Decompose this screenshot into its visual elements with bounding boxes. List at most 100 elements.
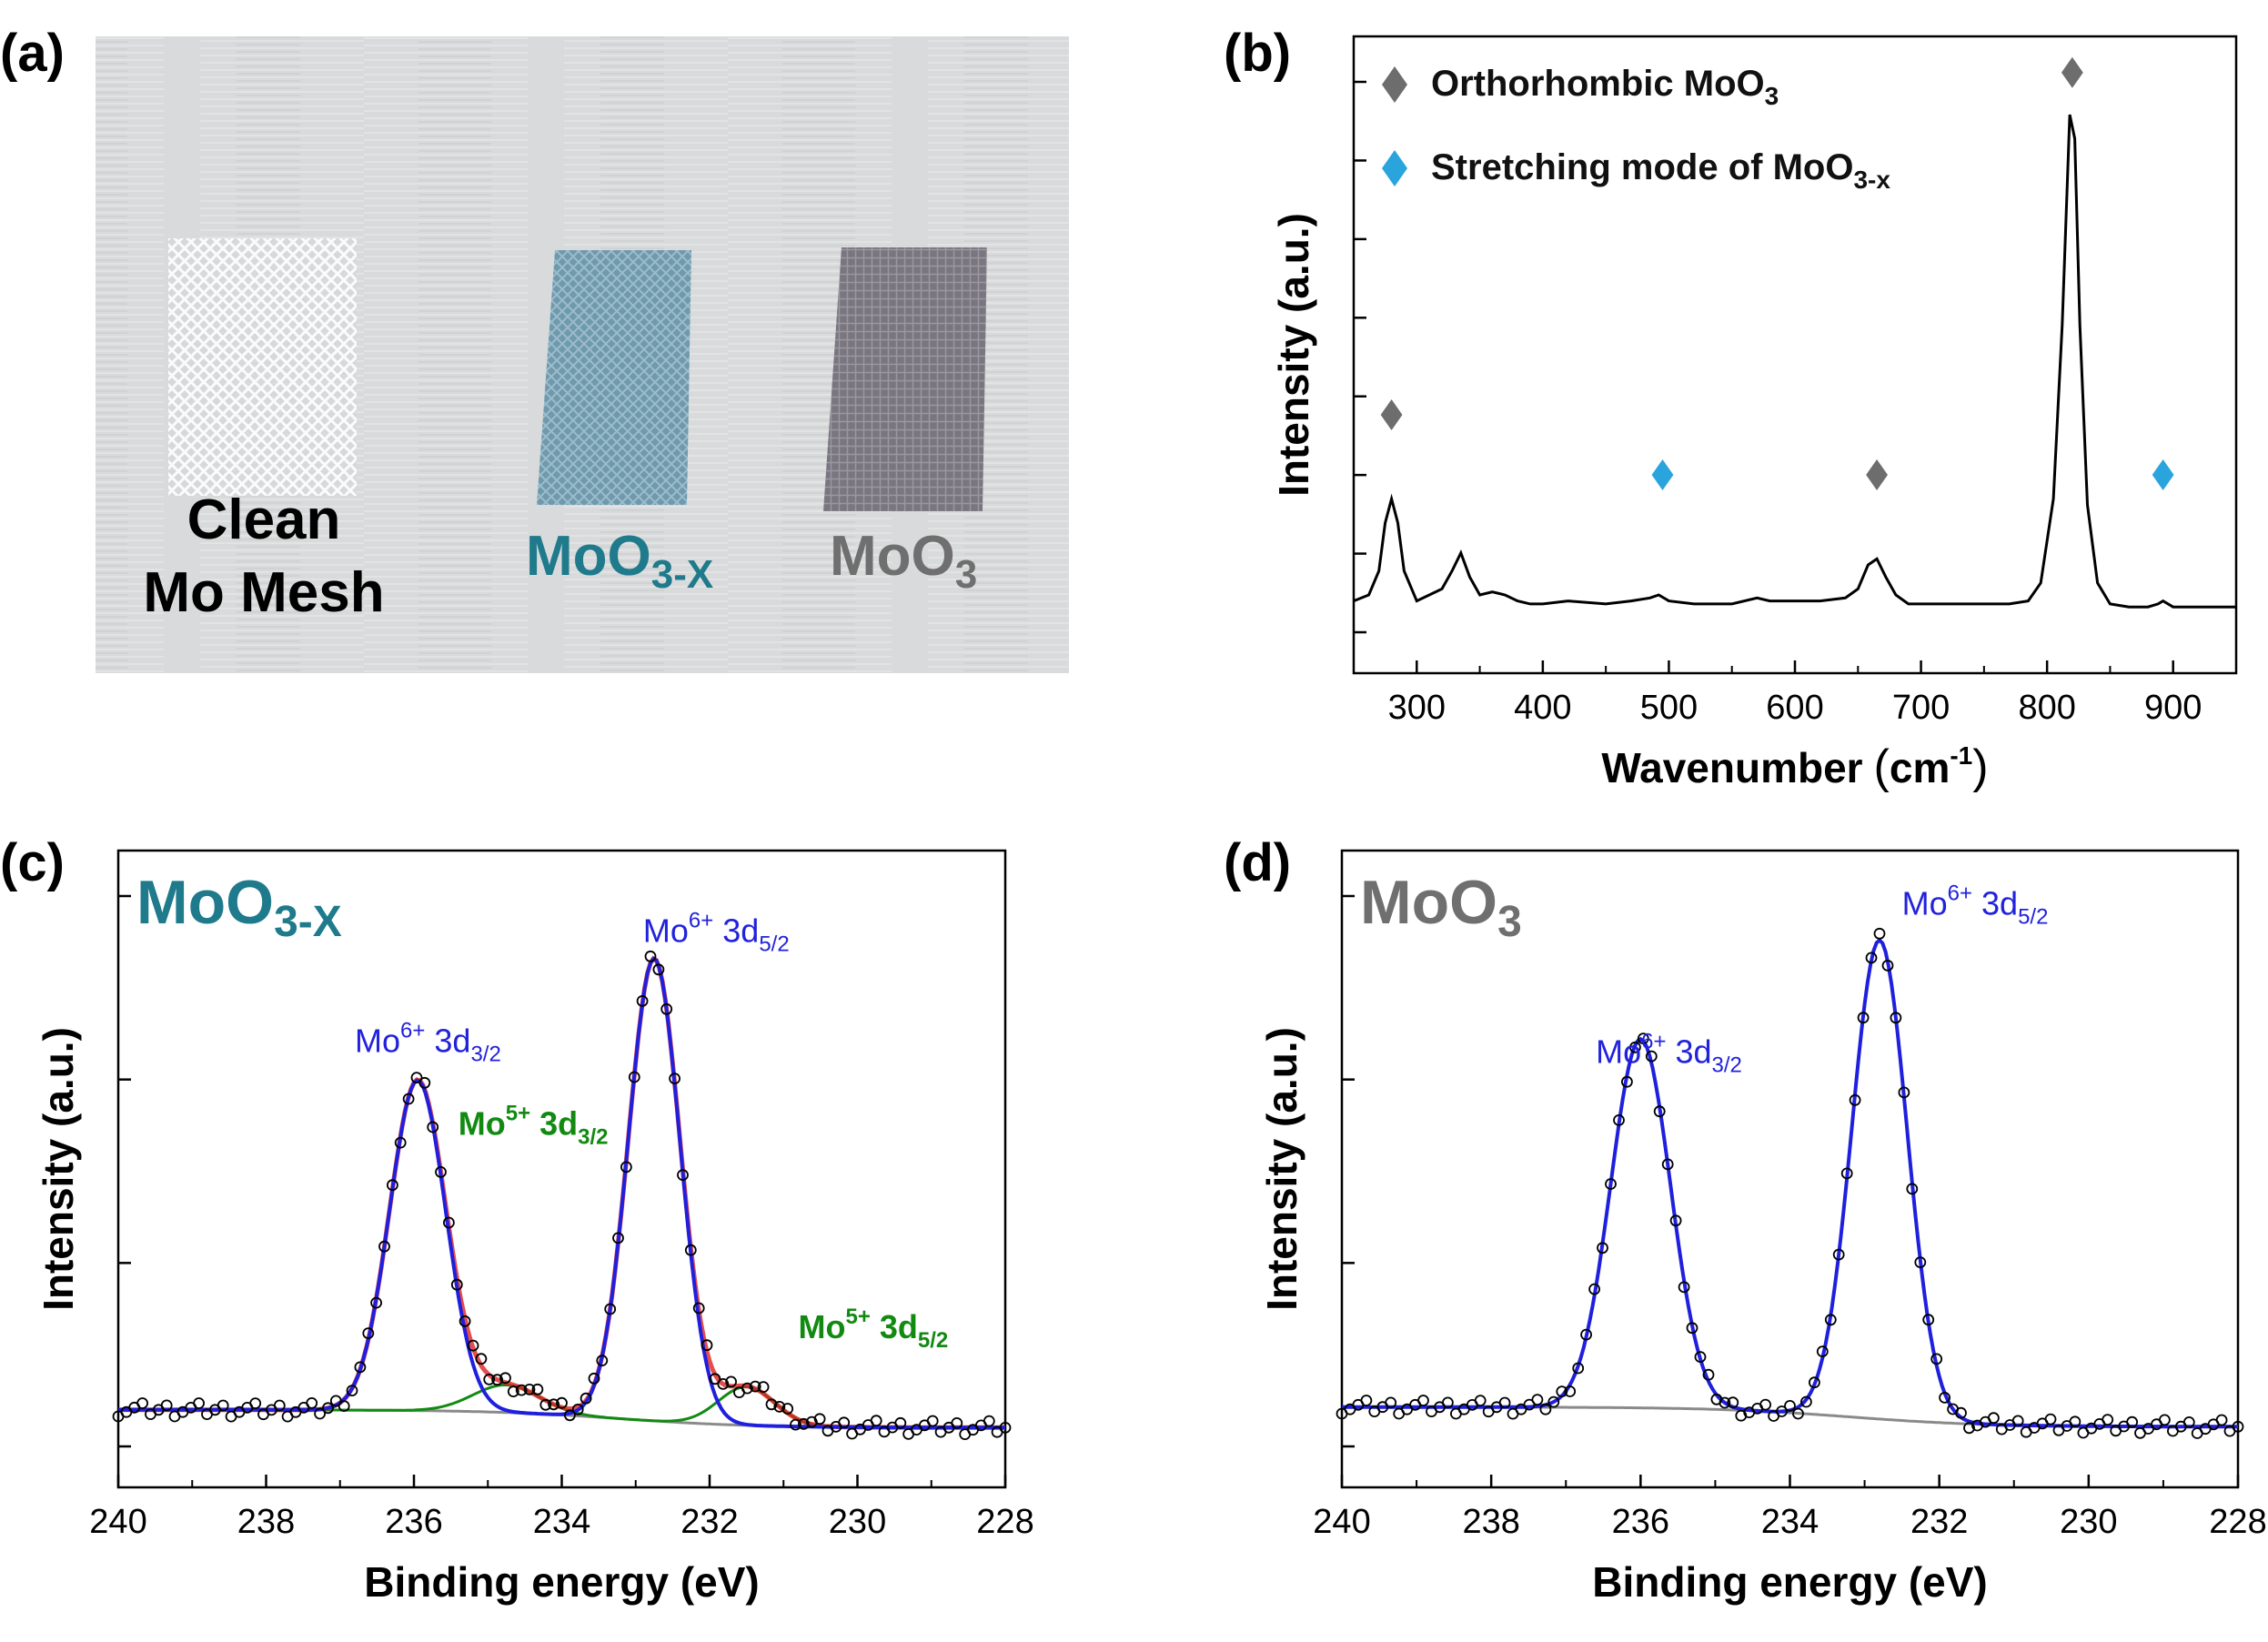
sample-3-base: MoO — [830, 525, 955, 588]
xps-moo3x-data-point — [717, 1378, 730, 1390]
xps-moo3-data-point — [1539, 1403, 1552, 1415]
xps-moo3x-data-point — [741, 1382, 753, 1395]
legend-diamond-marker — [1382, 66, 1407, 103]
xps-moo3-data-point — [1694, 1351, 1707, 1363]
xps-moo3x-corner-label: MoO3-X — [136, 868, 342, 946]
moo3x-mesh-sample — [537, 250, 691, 505]
annotation-base: Mo — [799, 1308, 846, 1345]
xps-moo3x-data-point — [773, 1401, 786, 1413]
xps-moo3-data-point — [1727, 1396, 1739, 1409]
xps-moo3-data-point — [1792, 1407, 1804, 1420]
annotation-base: Mo — [355, 1022, 400, 1060]
xps-moo3x-data-point — [894, 1416, 907, 1429]
xps-moo3-data-point — [1572, 1362, 1585, 1375]
xps-moo3x-curves — [112, 950, 1012, 1440]
xps-moo3x-data-point — [193, 1397, 206, 1409]
xps-moo3-data-point — [1784, 1400, 1796, 1412]
annotation-sub: 3/2 — [470, 1043, 500, 1067]
xps-moo3-data-point — [2069, 1415, 2082, 1428]
raman-x-tick-label: 800 — [2018, 689, 2075, 727]
raman-x-axis-unit: cm — [1890, 744, 1950, 791]
xps-moo3-data-point — [1873, 927, 1886, 940]
xps-moo3x-data-point — [523, 1384, 536, 1395]
xps-moo3x-data-point — [531, 1383, 544, 1395]
xps-moo3x-data-point — [926, 1415, 939, 1427]
xps-moo3-ticks: 240 238 236 234 232 230 228 — [1313, 894, 2267, 1541]
panel-c-label: (c) — [0, 833, 65, 892]
xps-moo3x-x-tick-label: 232 — [680, 1503, 738, 1541]
xps-moo3-y-axis-title: Intensity (a.u.) — [1258, 1027, 1305, 1311]
xps-moo3-data-point — [1719, 1396, 1731, 1409]
xps-moo3x-corner-sub: 3-X — [274, 898, 342, 946]
xps-moo3x-data-point — [677, 1169, 689, 1181]
raman-x-tick-label: 900 — [2144, 689, 2202, 727]
xps-moo3-data-point — [1498, 1396, 1511, 1409]
xps-moo3x-data-point — [346, 1385, 358, 1396]
legend-entry-text: Orthorhombic MoO — [1431, 64, 1765, 104]
xps-moo3x-data-point — [507, 1385, 519, 1397]
xps-moo3x-data-point — [160, 1399, 173, 1412]
annotation-sup: 6+ — [1948, 881, 1972, 905]
xps-moo3x-data-point — [644, 950, 657, 962]
xps-moo3x-data-point — [322, 1402, 334, 1415]
xps-moo3-data-point — [1939, 1392, 1951, 1404]
xps-moo3x-data-point — [450, 1278, 463, 1291]
xps-moo3x-data-point — [273, 1399, 286, 1412]
raman-x-axis-title: Wavenumber (cm-1) — [1601, 740, 1988, 793]
annotation-mid: 3d — [713, 912, 759, 950]
xps-moo3-data-point — [2215, 1414, 2228, 1426]
xps-moo3x-data-point — [951, 1417, 963, 1429]
xps-moo3-data-point — [1597, 1242, 1608, 1254]
xps-moo3x-data-point — [442, 1216, 455, 1229]
xps-moo3x-data-point — [983, 1415, 995, 1427]
sample-1-line1: Clean — [187, 489, 341, 551]
xps-moo3x-data-point — [580, 1392, 592, 1405]
xps-moo3x-y-axis-title: Intensity (a.u.) — [35, 1027, 82, 1311]
xps-moo3-data-point — [2102, 1414, 2114, 1425]
sample-3-sub: 3 — [955, 552, 977, 597]
xps-moo3-peak-annotation: Mo6+ 3d5/2 — [1902, 881, 2049, 929]
annotation-sub: 3/2 — [1712, 1053, 1742, 1078]
xps-moo3x-x-tick-label: 238 — [237, 1503, 295, 1541]
xps-moo3-data-point — [1678, 1281, 1690, 1294]
xps-moo3-data-point — [1621, 1075, 1633, 1088]
raman-peak-marker — [2061, 56, 2083, 88]
xps-moo3x-data-point — [515, 1384, 528, 1396]
raman-peak-marker — [1866, 459, 1888, 490]
xps-moo3-data-point — [1857, 1012, 1870, 1024]
xps-moo3-data-point — [1385, 1396, 1397, 1409]
xps-moo3-data-point — [2158, 1414, 2171, 1426]
xps-moo3-data-point — [1898, 1086, 1910, 1099]
xps-moo3-data-point — [1832, 1248, 1845, 1261]
raman-x-tick-label: 700 — [1892, 689, 1950, 727]
xps-moo3x-x-axis-title: Binding energy (eV) — [364, 1558, 759, 1606]
xps-moo3-data-point — [1890, 1012, 1902, 1024]
xps-moo3x-data-point — [378, 1240, 390, 1253]
xps-moo3-data-point — [1588, 1283, 1600, 1295]
raman-x-axis-close-paren: ) — [1972, 740, 1988, 793]
xps-moo3-peak-annotation: Mo6+ 3d3/2 — [1596, 1030, 1742, 1078]
xps-moo3-data-point — [1987, 1412, 2000, 1425]
xps-moo3-data-point — [1580, 1328, 1592, 1341]
xps-moo3x-data-point — [418, 1076, 431, 1089]
moo3-mesh-sample — [823, 247, 987, 511]
xps-moo3-data-point — [1417, 1395, 1429, 1406]
xps-moo3-data-point — [1955, 1406, 1967, 1419]
xps-moo3-data-point — [2232, 1420, 2244, 1433]
xps-moo3x-data-point — [588, 1372, 600, 1385]
xps-moo3-data-point — [1930, 1353, 1943, 1365]
legend-entry-sub: 3-x — [1853, 166, 1890, 194]
xps-moo3x-data-point — [136, 1397, 149, 1409]
xps-moo3x-data-point — [386, 1179, 398, 1192]
xps-moo3-data-point — [1645, 1050, 1658, 1063]
raman-x-tick-label: 600 — [1766, 689, 1823, 727]
panel-a-label: (a) — [0, 24, 65, 83]
xps-moo3-data-point — [1360, 1395, 1373, 1406]
xps-moo3x-x-tick-label: 230 — [829, 1503, 886, 1541]
sample-2-label: MoO3-X — [526, 525, 713, 597]
xps-moo3x-data-point — [692, 1302, 705, 1315]
raman-spectrum-line — [1353, 114, 2236, 609]
xps-moo3-annotations: Mo6+ 3d3/2 Mo6+ 3d5/2 — [1596, 881, 2048, 1077]
